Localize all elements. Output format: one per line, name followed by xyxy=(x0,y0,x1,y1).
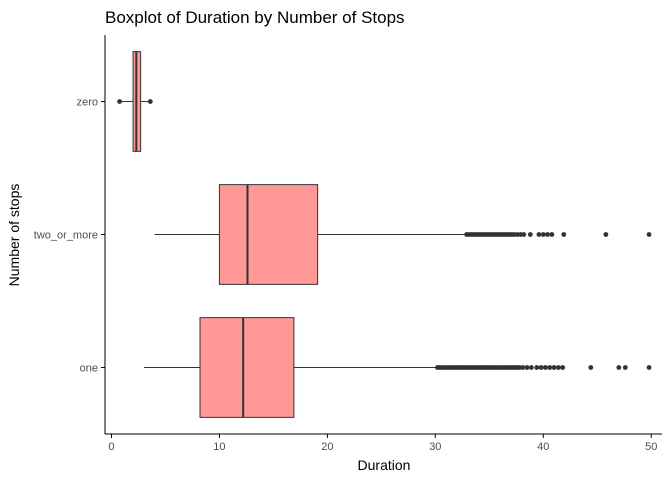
y-tick-label: zero xyxy=(77,97,98,109)
outlier-point xyxy=(543,365,548,370)
outlier-point xyxy=(549,232,555,237)
y-axis-title: Number of stops xyxy=(6,184,22,287)
box-group-one xyxy=(143,317,652,418)
box-group-zero xyxy=(117,51,153,152)
x-tick-label: 10 xyxy=(213,441,225,453)
outlier-point xyxy=(551,365,557,370)
x-tick-label: 50 xyxy=(645,441,657,453)
outlier-point xyxy=(555,365,561,370)
outlier-point xyxy=(527,232,533,237)
outlier-point xyxy=(622,365,628,370)
outlier-point xyxy=(528,365,534,370)
outlier-point xyxy=(646,232,652,237)
outlier-point xyxy=(540,232,546,237)
outlier-point xyxy=(646,365,652,370)
outlier-point xyxy=(117,99,122,104)
outlier-point xyxy=(561,232,567,237)
y-tick-label: two_or_more xyxy=(34,230,98,242)
outlier-point xyxy=(603,232,609,237)
outlier-point xyxy=(547,365,553,370)
outlier-point xyxy=(521,232,527,237)
x-axis-title: Duration xyxy=(358,457,411,473)
outlier-point xyxy=(538,365,544,370)
outlier-point xyxy=(524,365,530,370)
plot-area xyxy=(117,51,652,418)
x-tick-label: 40 xyxy=(537,441,549,453)
outlier-point xyxy=(588,365,594,370)
outlier-point xyxy=(536,232,542,237)
x-tick-label: 20 xyxy=(321,441,333,453)
iqr-box-two_or_more xyxy=(218,184,319,285)
y-tick-label: one xyxy=(80,363,98,375)
outlier-point xyxy=(616,365,622,370)
iqr-box-one xyxy=(199,317,295,418)
x-tick-label: 30 xyxy=(429,441,441,453)
outlier-point xyxy=(534,365,540,370)
outlier-point xyxy=(560,365,566,370)
outlier-point xyxy=(520,365,526,370)
x-axis-ticks: 0 10 20 30 40 50 xyxy=(108,434,657,453)
outlier-point xyxy=(147,99,153,104)
outlier-point xyxy=(545,232,550,237)
chart-title: Boxplot of Duration by Number of Stops xyxy=(105,8,405,27)
x-tick-label: 0 xyxy=(108,441,114,453)
box-group-two_or_more xyxy=(154,184,652,285)
